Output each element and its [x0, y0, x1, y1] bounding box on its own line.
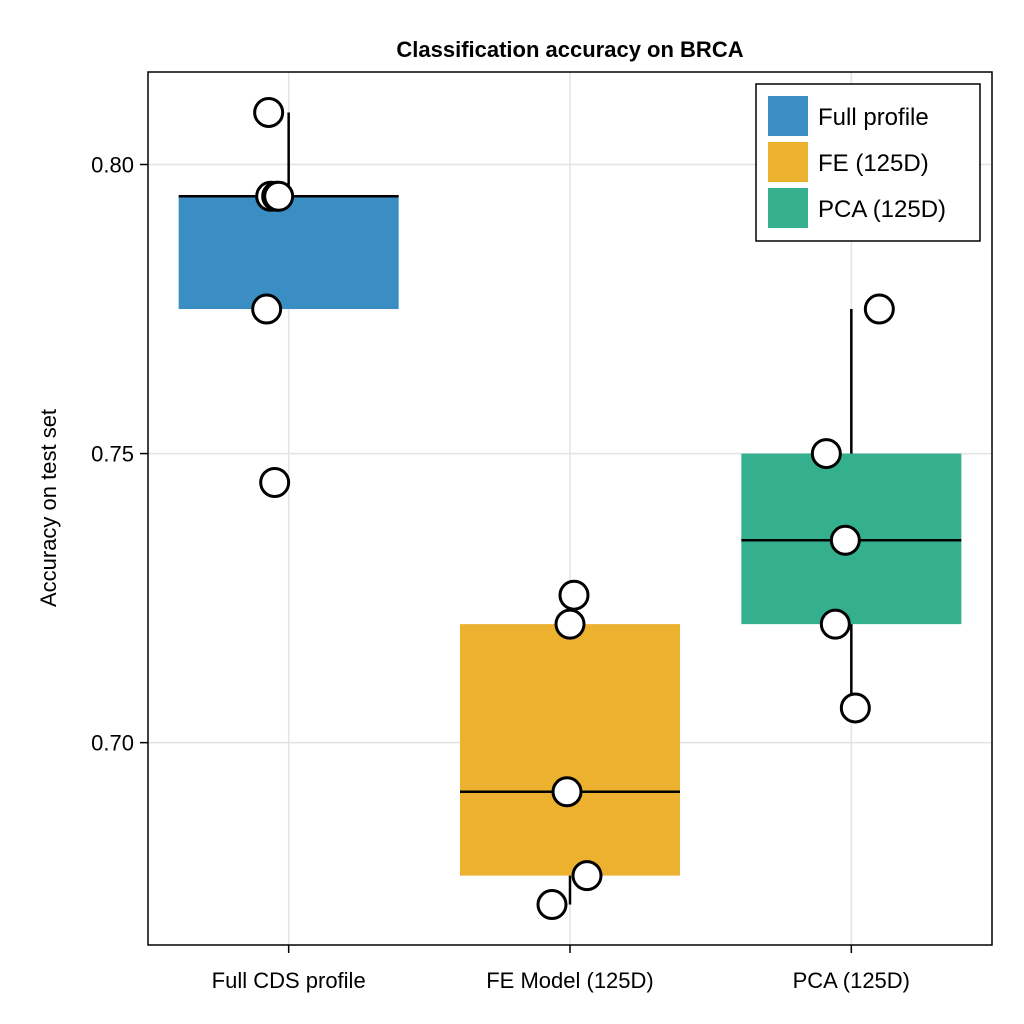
- y-tick-label: 0.70: [91, 731, 134, 756]
- legend-swatch: [768, 96, 808, 136]
- data-point: [571, 860, 603, 892]
- legend-swatch: [768, 188, 808, 228]
- axes: 0.70 0.75 0.80 Full CDS profile FE Model (12…: [91, 153, 910, 993]
- data-points: [251, 96, 895, 921]
- legend: Full profile FE (125D) PCA (125D): [755, 83, 981, 242]
- legend-label: FE (125D): [818, 150, 929, 177]
- data-point: [253, 96, 285, 128]
- data-point: [551, 776, 583, 808]
- legend-label: Full profile: [818, 104, 929, 131]
- data-point: [810, 438, 842, 470]
- legend-label: PCA (125D): [818, 196, 946, 223]
- data-point: [259, 466, 291, 498]
- legend-swatch: [768, 142, 808, 182]
- y-axis-label: Accuracy on test set: [36, 409, 61, 607]
- x-tick-label: Full CDS profile: [212, 968, 366, 993]
- y-tick-label: 0.75: [91, 442, 134, 467]
- data-point: [558, 579, 590, 611]
- box-body: [460, 624, 680, 876]
- data-point: [863, 293, 895, 325]
- data-point: [263, 180, 295, 212]
- data-point: [829, 524, 861, 556]
- x-tick-label: PCA (125D): [793, 968, 910, 993]
- data-point: [839, 692, 871, 724]
- y-tick-label: 0.80: [91, 153, 134, 178]
- x-tick-label: FE Model (125D): [486, 968, 654, 993]
- data-point: [819, 608, 851, 640]
- box-body: [178, 196, 399, 310]
- chart-title: Classification accuracy on BRCA: [396, 37, 743, 62]
- data-point: [251, 293, 283, 325]
- data-point: [554, 608, 586, 640]
- data-point: [536, 889, 568, 921]
